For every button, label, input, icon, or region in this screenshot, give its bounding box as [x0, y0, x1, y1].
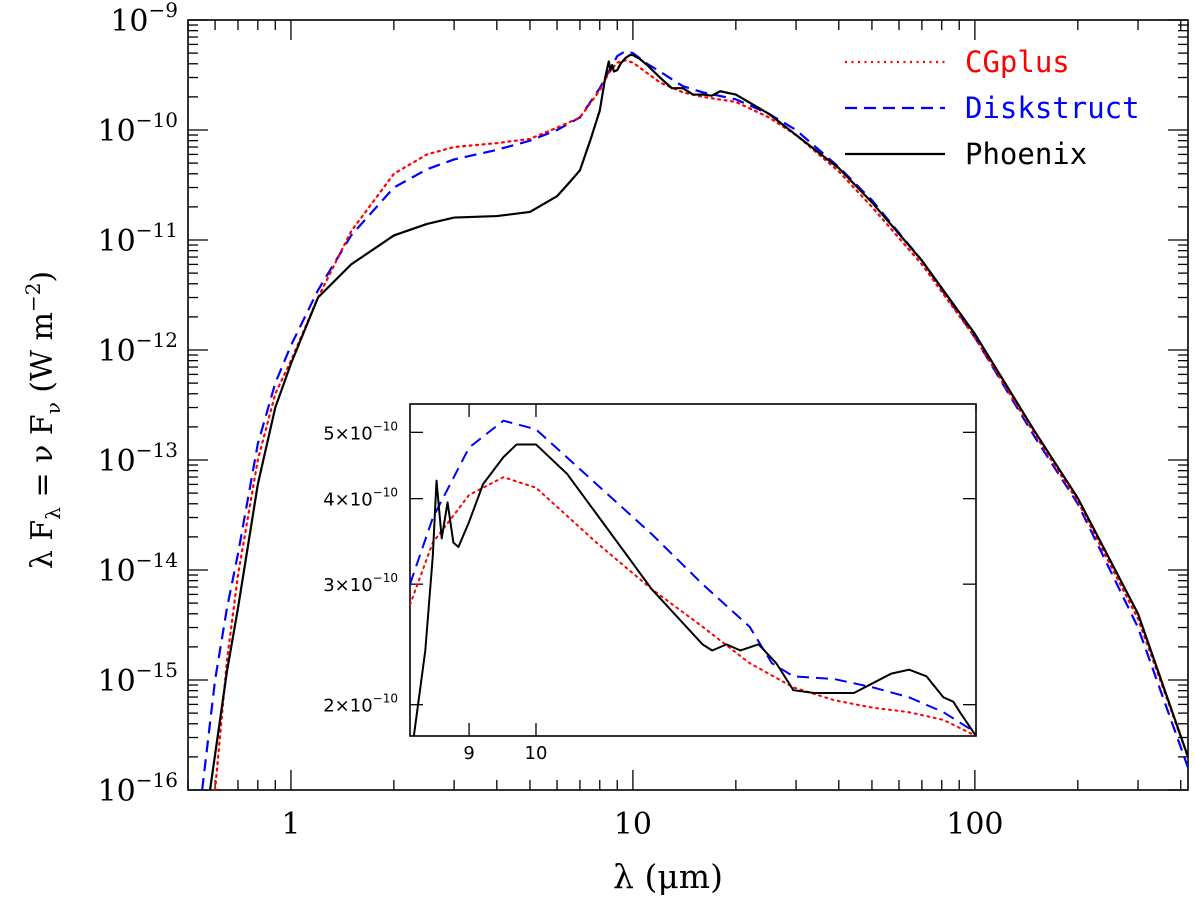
y-axis-title: λ Fλ = ν Fν (W m−2) — [21, 271, 65, 569]
main-x-tick-label: 10 — [614, 807, 652, 842]
main-frame — [187, 19, 1189, 791]
main-y-tick-label: 10−10 — [98, 108, 178, 149]
inset-y-tick-label: 4×10−10 — [323, 486, 398, 511]
main-y-tick-label: 10−13 — [98, 438, 178, 479]
main-plot: 1 10 100 10−16 10−15 10−14 10−13 10−12 10−11 10−1… — [21, 0, 1189, 896]
inset-plot: 9 10 2×10−10 3×10−10 4×10−10 5×10−10 — [323, 403, 977, 764]
legend-label-diskstruct: Diskstruct — [965, 91, 1140, 125]
main-y-tick-label: 10−15 — [98, 658, 178, 699]
legend-label-cgplus: CGplus — [965, 45, 1070, 79]
legend-label-phoenix: Phoenix — [965, 137, 1087, 171]
inset-x-tick-label: 10 — [525, 743, 548, 764]
inset-frame — [409, 403, 977, 737]
main-series-diskstruct — [201, 50, 1188, 790]
inset-series-diskstruct — [410, 419, 976, 734]
main-y-tick-label: 10−9 — [110, 0, 178, 39]
inset-y-tick-label: 2×10−10 — [323, 692, 398, 717]
main-y-tick-label: 10−12 — [98, 328, 178, 369]
main-y-tick-label: 10−11 — [98, 218, 178, 259]
inset-series-phoenix — [412, 443, 976, 736]
main-series-phoenix — [208, 53, 1188, 790]
main-y-tick-label: 10−16 — [98, 768, 178, 809]
main-x-tick-label: 1 — [281, 807, 300, 842]
inset-x-tick-label: 9 — [463, 743, 474, 764]
legend: CGplus Diskstruct Phoenix — [845, 45, 1140, 171]
main-y-tick-label: 10−14 — [98, 548, 178, 589]
main-x-tick-label: 100 — [946, 807, 1003, 842]
x-axis-title: λ (μm) — [613, 857, 723, 896]
inset-y-tick-label: 3×10−10 — [323, 571, 398, 596]
inset-y-tick-label: 5×10−10 — [323, 419, 398, 444]
